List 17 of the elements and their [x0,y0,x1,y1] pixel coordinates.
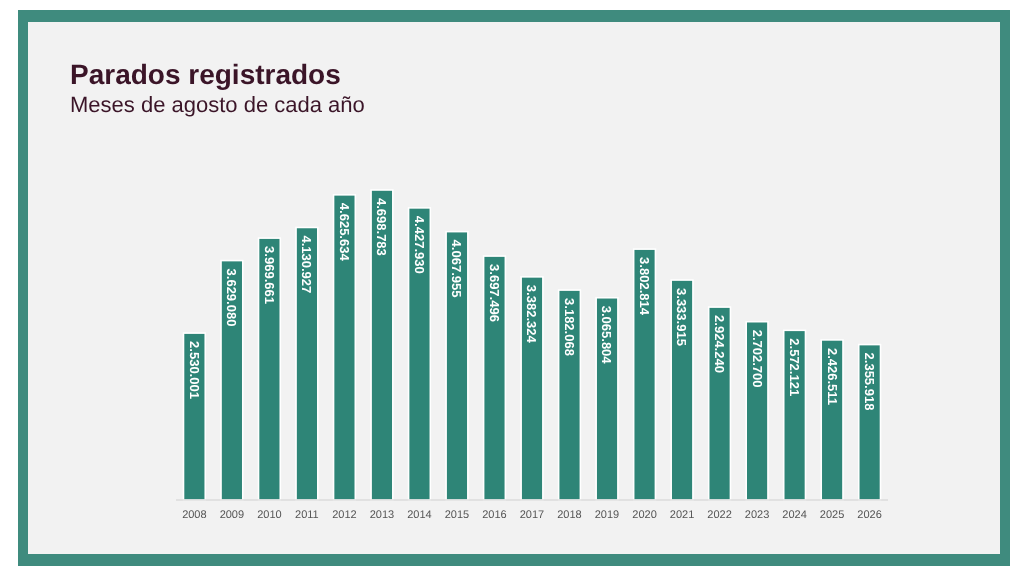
bar [407,207,432,501]
bar [445,230,469,501]
bar [520,276,544,501]
chart-title: Parados registrados [70,58,342,90]
bar [557,289,582,501]
bar [370,189,394,501]
bar [295,226,319,501]
bar [820,339,844,501]
bar [595,296,619,501]
chart-subtitle: Meses de agosto de cada año [70,94,365,118]
bar [482,255,507,501]
bar [670,279,694,501]
bar [257,237,282,501]
bar [220,259,244,501]
bar [632,248,657,501]
bar [332,194,357,501]
bar [745,320,769,501]
